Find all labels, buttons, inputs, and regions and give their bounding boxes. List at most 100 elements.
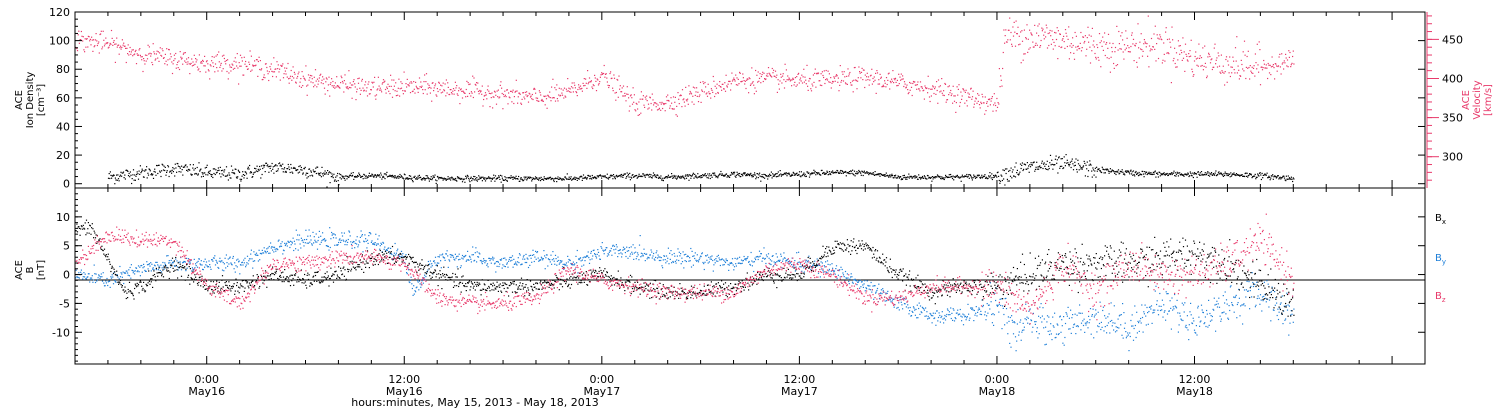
density-point <box>1050 164 1052 166</box>
by-point <box>161 271 163 273</box>
by-point <box>719 264 721 267</box>
velocity-point <box>1268 72 1271 74</box>
velocity-point <box>930 88 932 90</box>
velocity-point <box>510 90 512 92</box>
density-point <box>121 175 123 177</box>
velocity-point <box>698 95 700 98</box>
velocity-point <box>1206 75 1208 77</box>
velocity-point <box>313 76 315 78</box>
density-point <box>742 175 744 177</box>
velocity-point <box>978 104 981 106</box>
density-point <box>1253 175 1255 177</box>
density-point <box>200 168 202 170</box>
by-point <box>520 264 522 266</box>
velocity-point <box>921 86 923 88</box>
density-point <box>1220 173 1223 175</box>
velocity-point <box>1261 66 1263 68</box>
density-point <box>779 170 781 172</box>
velocity-point <box>1018 35 1020 37</box>
velocity-point <box>1035 42 1037 44</box>
density-point <box>1110 171 1112 173</box>
density-point <box>531 178 533 181</box>
by-point <box>234 262 236 264</box>
velocity-point <box>986 101 988 103</box>
velocity-point <box>909 89 911 91</box>
velocity-point <box>755 69 757 72</box>
by-point <box>219 257 221 259</box>
by-point <box>579 257 581 260</box>
density-point <box>1016 169 1018 171</box>
by-point <box>680 263 682 265</box>
density-point <box>562 178 564 180</box>
density-point <box>142 170 144 172</box>
density-point <box>209 172 211 174</box>
velocity-point <box>468 92 471 95</box>
by-point <box>563 263 566 265</box>
by-point <box>615 248 617 250</box>
velocity-point <box>950 94 952 97</box>
velocity-point <box>1283 60 1285 62</box>
velocity-point <box>699 94 701 96</box>
density-point <box>513 176 515 178</box>
by-point <box>675 262 677 264</box>
density-point <box>984 174 986 176</box>
density-point <box>697 173 699 175</box>
density-point <box>750 174 753 176</box>
by-point <box>456 266 458 268</box>
velocity-point <box>878 79 880 81</box>
density-point <box>1134 175 1136 177</box>
velocity-point <box>1237 65 1239 67</box>
velocity-point <box>1204 62 1206 64</box>
velocity-point <box>1285 57 1287 59</box>
density-point <box>534 178 536 180</box>
by-point <box>103 282 105 284</box>
velocity-point <box>325 77 327 79</box>
by-point <box>499 259 501 261</box>
density-point <box>843 171 845 173</box>
density-point <box>862 171 864 173</box>
velocity-point <box>934 86 936 88</box>
velocity-point <box>341 77 343 79</box>
density-point <box>754 172 756 174</box>
velocity-point <box>409 82 411 84</box>
by-point <box>127 274 129 276</box>
by-point <box>134 273 136 275</box>
by-point <box>499 263 501 265</box>
by-point <box>386 249 388 251</box>
velocity-point <box>534 88 536 90</box>
velocity-point <box>150 55 152 57</box>
velocity-point <box>145 60 147 62</box>
density-point <box>356 176 358 178</box>
velocity-point <box>669 105 671 107</box>
density-point <box>871 173 873 175</box>
velocity-point <box>311 75 313 77</box>
velocity-point <box>1142 50 1144 52</box>
density-point <box>1054 158 1056 160</box>
velocity-point <box>354 86 356 88</box>
velocity-point <box>331 85 333 87</box>
density-point <box>607 177 609 179</box>
density-point <box>260 177 262 179</box>
by-point <box>291 241 293 243</box>
by-point <box>547 265 549 267</box>
velocity-point <box>977 100 979 102</box>
density-point <box>1172 172 1174 174</box>
density-point <box>406 177 409 179</box>
velocity-point <box>638 101 640 103</box>
density-point <box>1229 173 1231 175</box>
by-point <box>621 256 623 258</box>
velocity-point <box>649 97 651 99</box>
velocity-point <box>704 81 706 84</box>
density-point <box>1088 164 1090 166</box>
by-point <box>484 262 486 264</box>
density-point <box>435 179 437 181</box>
density-point <box>160 175 162 178</box>
density-point <box>610 174 612 176</box>
density-point <box>704 173 706 175</box>
by-point <box>628 250 630 252</box>
density-point <box>479 176 481 178</box>
velocity-point <box>1044 31 1046 33</box>
density-point <box>1136 172 1138 174</box>
density-point <box>720 174 723 176</box>
by-point <box>657 254 659 256</box>
